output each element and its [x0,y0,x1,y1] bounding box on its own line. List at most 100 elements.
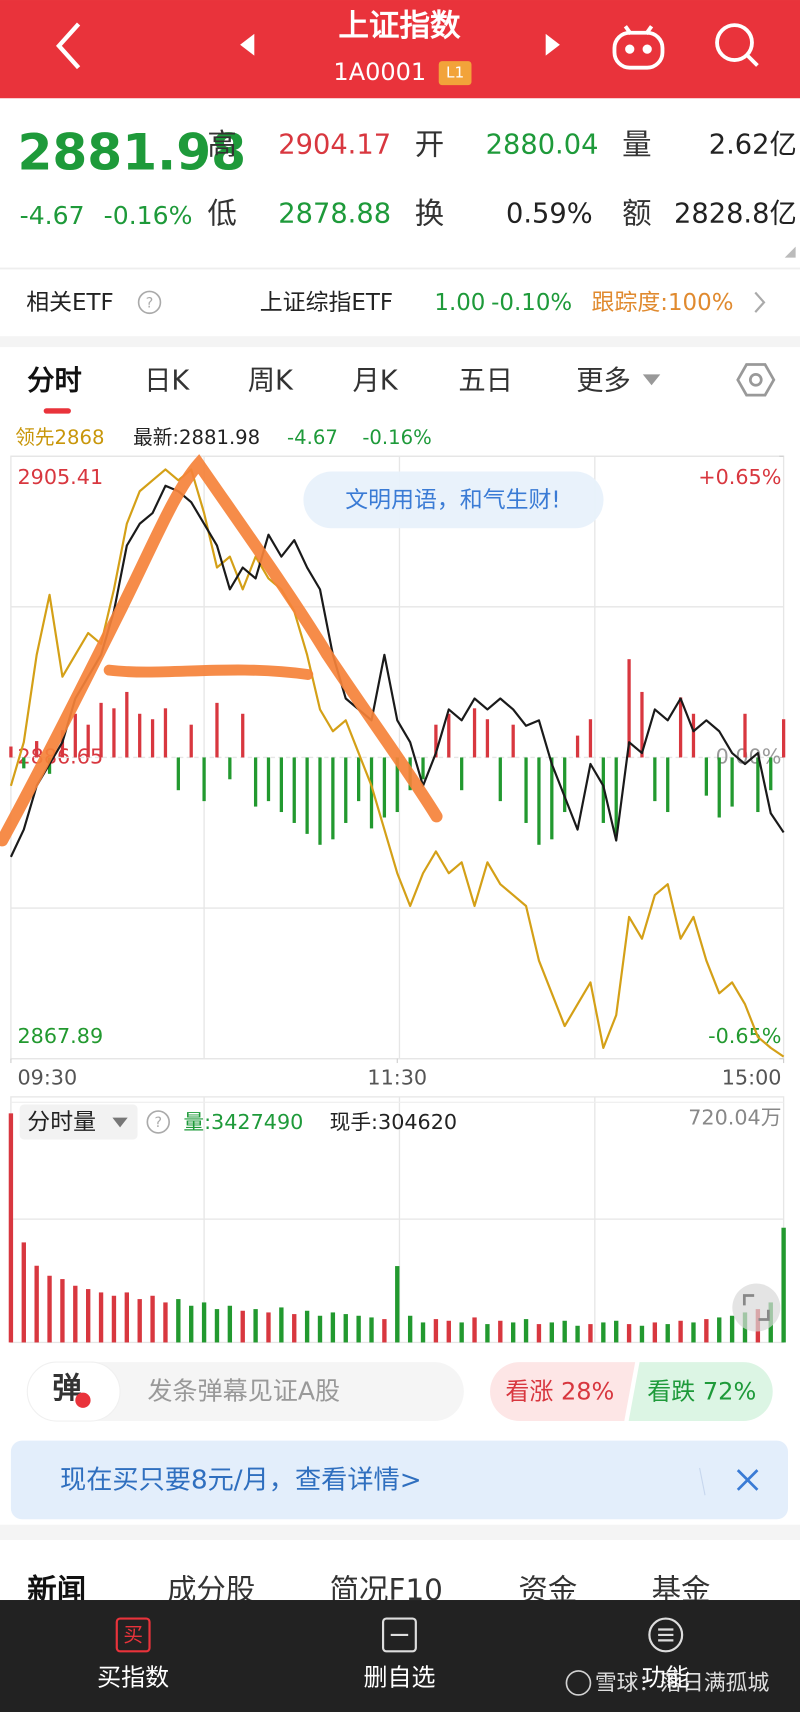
help-icon[interactable] [137,290,162,315]
volume-bar [86,1289,91,1343]
help-mark: ? [154,1115,162,1131]
back-button[interactable] [55,22,81,70]
flow-bar [485,719,490,758]
flow-bar [588,719,593,758]
separator [0,1524,800,1540]
bull-button[interactable] [490,1362,636,1422]
etf-tracking: 跟踪度:100% [592,290,734,316]
flow-bar [640,691,644,758]
flow-bar [691,713,696,758]
flow-bar [163,708,168,758]
flow-bar [511,724,515,758]
volume-bar [691,1322,696,1343]
volume-bar [446,1320,451,1343]
danmaku-input[interactable]: 发条弹幕见证A股 [147,1377,340,1406]
field-label: 量 [622,128,651,162]
field-label: 低 [207,197,236,231]
fullscreen-button[interactable] [732,1283,781,1332]
nav-item[interactable]: 功能 [642,1664,690,1692]
flow-bar [253,757,258,807]
x-tick-label: 15:00 [722,1065,782,1089]
level-badge [438,61,472,86]
separator [0,336,800,348]
bear-button[interactable] [628,1362,773,1422]
tab[interactable]: 日K [144,366,190,397]
volume-bar [8,1113,14,1343]
volume-bar [201,1302,207,1343]
volume-bar [111,1295,117,1343]
nav-item[interactable]: 删自选 [363,1664,435,1692]
tab[interactable]: 更多 [576,366,631,397]
volume-bar [614,1320,619,1343]
tab[interactable]: 五日 [458,366,513,397]
danmaku-box[interactable] [27,1362,464,1422]
flow-bar [318,757,322,845]
volume-bar [459,1322,464,1343]
volume-bar [266,1312,271,1343]
volume-bar [523,1319,529,1343]
flow-bar [769,757,773,791]
tab[interactable]: 周K [248,366,294,397]
flow-bar [150,719,155,758]
volume-bar [98,1292,104,1343]
volume-bar [395,1266,400,1343]
next-stock[interactable] [545,33,560,56]
volume-bar [21,1242,26,1343]
flow-bar [305,757,309,834]
volume-bar [498,1320,503,1343]
flow-bar [653,757,657,802]
price-change: -4.67 [20,201,85,230]
field-label: 额 [622,197,651,231]
volume-bar [704,1319,709,1343]
field-value: 0.59% [506,199,593,230]
y-tick-label: 2905.41 [17,465,103,489]
volume-bar [601,1322,606,1343]
flow-bar [9,746,13,758]
volume-bar [292,1314,297,1343]
flow-bar [382,757,387,818]
help-icon[interactable] [146,1110,170,1134]
watermark-logo [565,1670,592,1696]
volume-bar [150,1295,155,1343]
volume-bar [176,1299,181,1343]
volume-bar [137,1299,142,1343]
tab[interactable]: 月K [353,366,399,397]
latest-label: 最新:2881.98 [133,426,260,449]
nav-item[interactable]: 买指数 [97,1664,169,1692]
field-label: 换 [415,197,444,231]
volume-bar [60,1279,65,1343]
flow-bar [614,757,618,834]
function-glyph [658,1628,674,1642]
volume-bar [304,1310,310,1343]
promo-close[interactable] [736,1469,759,1491]
field-label: 开 [415,128,444,162]
flow-bar [421,757,425,780]
flow-bar [434,724,438,758]
etf-chevron[interactable] [754,291,766,313]
promo-banner[interactable] [10,1440,788,1520]
help-mark: ? [146,295,154,311]
flow-bar [743,713,747,758]
settings-icon[interactable] [736,363,776,397]
volume-bar [485,1324,490,1343]
volume-bar [330,1312,336,1343]
expand-corner[interactable] [784,246,796,258]
volume-selector[interactable] [19,1104,138,1140]
buy-icon-frame [115,1617,151,1653]
chart-layer: 2867.892886.652905.41-0.65%0.00%+0.65%09… [8,455,786,1343]
last-price: 2881.98 [17,123,246,182]
etf-name[interactable]: 上证综指ETF [260,290,393,316]
robot-icon[interactable] [612,25,665,70]
prev-stock[interactable] [240,33,255,56]
flow-bar [344,757,348,823]
field-value: 2880.04 [486,130,599,161]
volume-bar [227,1305,233,1343]
flow-bar [537,757,541,845]
watermark: 雪球：落日满孤城 [595,1671,770,1696]
promo-text: 现在买只要8元/月，查看详情> [60,1466,422,1496]
volume-bar [433,1319,439,1343]
danmaku-icon-bg [26,1361,121,1422]
tab[interactable]: 分时 [27,366,82,397]
search-icon[interactable] [715,23,759,67]
flow-bar [447,713,451,758]
